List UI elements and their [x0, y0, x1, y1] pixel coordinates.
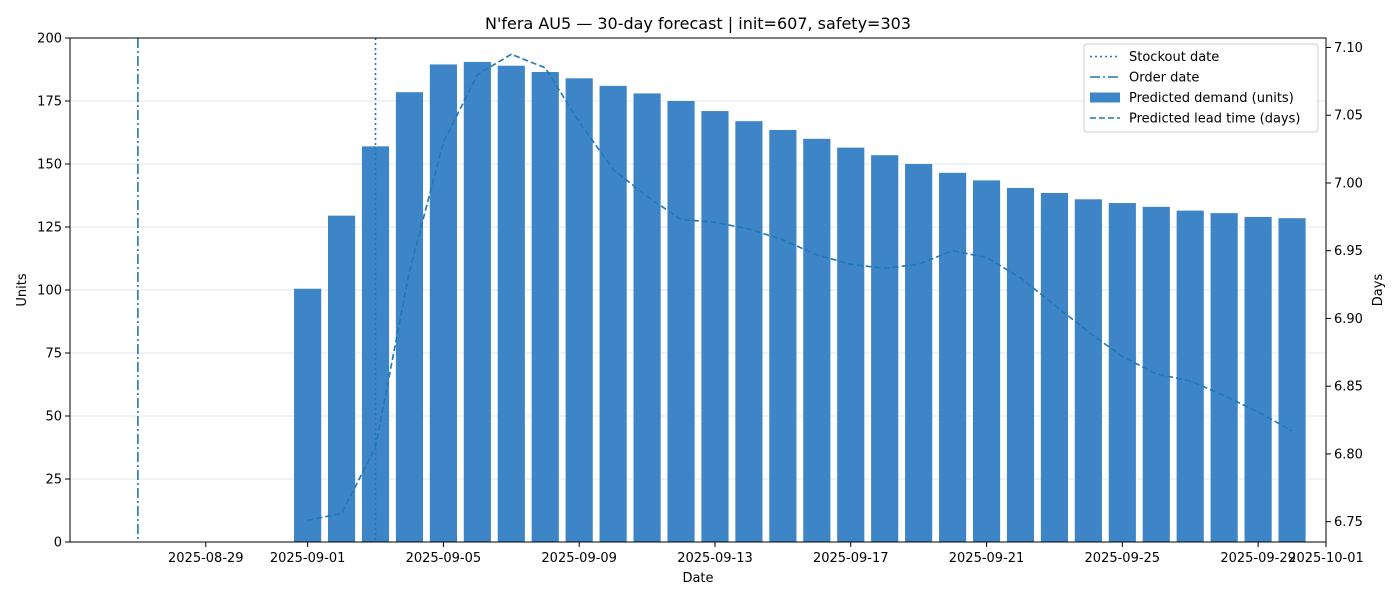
- x-tick-label: 2025-09-09: [541, 551, 617, 566]
- y2-tick-label: 6.95: [1334, 244, 1363, 259]
- legend-box: [1083, 43, 1319, 133]
- legend-label: Order date: [1129, 71, 1199, 86]
- bar: [1040, 192, 1069, 543]
- bar: [939, 172, 967, 542]
- x-tick-label: 2025-10-01: [1288, 551, 1364, 566]
- lead-time-line: [307, 53, 1293, 522]
- axes-layer: 0 25 50 75 100 125 150 175 200 6.75 6.80 6.85 6.90 6.…: [37, 32, 1364, 567]
- bar: [1210, 213, 1238, 542]
- bar: [972, 180, 1001, 542]
- bar: [1006, 187, 1035, 542]
- bar: [1074, 199, 1102, 542]
- line-layer: [307, 53, 1293, 522]
- y-tick-label: 150: [37, 158, 62, 173]
- bar: [769, 129, 797, 543]
- bar: [633, 93, 661, 542]
- bar: [497, 65, 525, 542]
- bar: [905, 164, 933, 542]
- x-tick-label: 2025-09-05: [406, 551, 482, 566]
- legend-label: Predicted demand (units): [1129, 91, 1294, 106]
- y2-tick-label: 6.85: [1334, 380, 1363, 395]
- y2-tick-label: 6.90: [1334, 312, 1363, 327]
- y-tick-label: 125: [37, 221, 62, 236]
- bar: [735, 121, 763, 542]
- y-tick-label: 0: [54, 536, 62, 551]
- y-tick-label: 50: [45, 410, 62, 425]
- x-tick-label: 2025-09-21: [949, 551, 1025, 566]
- bar: [531, 72, 559, 543]
- bar: [463, 61, 491, 542]
- y-tick-label: 175: [37, 95, 62, 110]
- y-axis-label: Units: [15, 273, 30, 306]
- vlines-layer: [137, 38, 377, 542]
- bar: [701, 111, 729, 542]
- y2-tick-label: 6.75: [1334, 515, 1363, 530]
- y-tick-label: 25: [45, 473, 62, 488]
- y2-tick-label: 7.00: [1334, 176, 1363, 191]
- bar: [1176, 210, 1204, 542]
- bar: [429, 64, 457, 543]
- legend-label: Stockout date: [1129, 50, 1219, 65]
- bar: [327, 215, 356, 542]
- bars-layer: [294, 61, 1306, 543]
- y-tick-label: 75: [45, 347, 62, 362]
- y2-tick-label: 7.10: [1334, 41, 1363, 56]
- bar: [1278, 218, 1306, 542]
- y2-axis-label: Days: [1371, 274, 1386, 307]
- legend-handle-demand: [1090, 92, 1120, 103]
- y-tick-label: 200: [37, 32, 62, 47]
- bar: [803, 138, 831, 543]
- bar: [837, 147, 865, 542]
- bar: [565, 78, 593, 542]
- bar: [667, 101, 695, 542]
- legend: Stockout date Order date Predicted demand …: [1083, 43, 1319, 133]
- x-tick-label: 2025-09-29: [1220, 551, 1296, 566]
- y2-tick-label: 6.80: [1334, 447, 1363, 462]
- x-tick-label: 2025-09-13: [677, 551, 753, 566]
- x-tick-label: 2025-08-29: [168, 551, 244, 566]
- bar: [871, 155, 899, 542]
- chart-title: N'fera AU5 — 30-day forecast | init=607,…: [485, 14, 911, 33]
- x-tick-label: 2025-09-17: [813, 551, 889, 566]
- x-tick-label: 2025-09-25: [1085, 551, 1161, 566]
- y2-tick-label: 7.05: [1334, 109, 1363, 124]
- bar: [1108, 203, 1136, 542]
- bar: [1244, 216, 1272, 543]
- legend-label: Predicted lead time (days): [1129, 112, 1300, 127]
- bar: [599, 85, 627, 542]
- bar: [294, 288, 322, 542]
- bar: [395, 92, 424, 543]
- x-axis-label: Date: [682, 571, 713, 586]
- y-tick-label: 100: [37, 284, 62, 299]
- x-tick-label: 2025-09-01: [270, 551, 346, 566]
- bar: [1142, 206, 1170, 542]
